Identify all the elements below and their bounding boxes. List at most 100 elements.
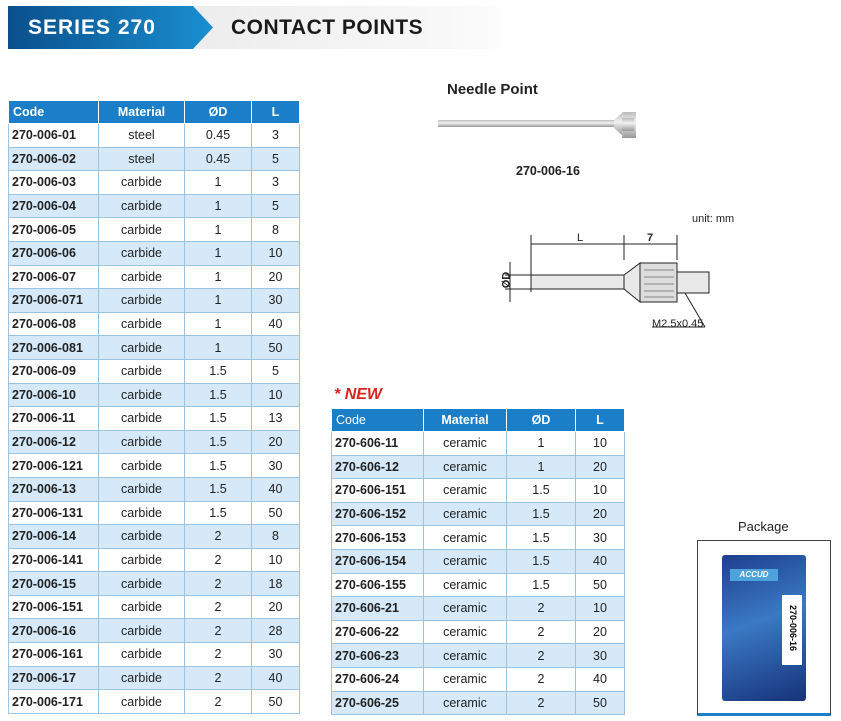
- code-cell: 270-006-141: [8, 547, 99, 573]
- diameter-cell: 2: [506, 643, 576, 668]
- diameter-cell: 2: [184, 547, 252, 573]
- diameter-cell: 1: [184, 217, 252, 242]
- length-cell: 50: [575, 572, 625, 598]
- diameter-cell: 1.5: [184, 500, 252, 526]
- diameter-cell: 1.5: [184, 382, 252, 408]
- unit-label: unit: mm: [692, 213, 735, 225]
- material-cell: carbide: [98, 547, 185, 573]
- code-cell: 270-006-08: [8, 311, 99, 337]
- new-badge: * NEW: [334, 386, 382, 404]
- table-row: 270-006-10 carbide 1.5 10: [8, 382, 300, 408]
- table-row: 270-006-13 carbide 1.5 40: [8, 476, 300, 502]
- brand-logo: ACCUD: [730, 569, 778, 581]
- material-cell: carbide: [98, 288, 185, 313]
- length-cell: 10: [575, 596, 625, 621]
- code-cell: 270-006-11: [8, 406, 99, 431]
- material-cell: steel: [98, 146, 185, 172]
- diameter-cell: 1.5: [184, 476, 252, 502]
- code-cell: 270-006-151: [8, 594, 99, 620]
- table-row: 270-006-11 carbide 1.5 13: [8, 406, 300, 431]
- table-row: 270-606-21 ceramic 2 10: [331, 596, 625, 621]
- material-cell: carbide: [98, 500, 185, 526]
- code-cell: 270-006-121: [8, 453, 99, 478]
- diameter-cell: 1.5: [184, 453, 252, 478]
- table-row: 270-006-02 steel 0.45 5: [8, 146, 300, 172]
- length-cell: 5: [251, 358, 300, 384]
- diameter-cell: 2: [506, 619, 576, 645]
- material-cell: carbide: [98, 571, 185, 596]
- material-cell: ceramic: [423, 572, 507, 598]
- table-row: 270-006-12 carbide 1.5 20: [8, 429, 300, 455]
- length-cell: 10: [251, 240, 300, 266]
- length-cell: 3: [251, 170, 300, 195]
- material-cell: ceramic: [423, 690, 507, 716]
- material-cell: carbide: [98, 689, 185, 714]
- material-cell: carbide: [98, 429, 185, 455]
- code-cell: 270-606-12: [331, 454, 424, 480]
- code-cell: 270-006-04: [8, 193, 99, 219]
- diameter-cell: 1.5: [506, 478, 576, 503]
- code-cell: 270-606-23: [331, 643, 424, 668]
- table-row: 270-006-081 carbide 1 50: [8, 335, 300, 360]
- table-row: 270-606-22 ceramic 2 20: [331, 619, 625, 645]
- material-cell: carbide: [98, 665, 185, 691]
- length-cell: 40: [251, 665, 300, 691]
- code-cell: 270-006-17: [8, 665, 99, 691]
- code-cell: 270-006-06: [8, 240, 99, 266]
- material-cell: carbide: [98, 594, 185, 620]
- code-cell: 270-606-155: [331, 572, 424, 598]
- length-cell: 40: [575, 548, 625, 574]
- diameter-cell: 2: [184, 594, 252, 620]
- material-cell: ceramic: [423, 666, 507, 692]
- table-row: 270-606-23 ceramic 2 30: [331, 643, 625, 668]
- table-row: 270-606-151 ceramic 1.5 10: [331, 478, 625, 503]
- material-cell: carbide: [98, 358, 185, 384]
- table-row: 270-606-154 ceramic 1.5 40: [331, 548, 625, 574]
- table-row: 270-006-17 carbide 2 40: [8, 665, 300, 691]
- table-row: 270-006-131 carbide 1.5 50: [8, 500, 300, 526]
- diameter-cell: 1.5: [506, 525, 576, 550]
- diameter-cell: 1.5: [184, 406, 252, 431]
- diameter-cell: 0.45: [184, 123, 252, 148]
- table-row: 270-606-25 ceramic 2 50: [331, 690, 625, 716]
- diameter-cell: 1: [184, 264, 252, 290]
- star-icon: *: [334, 386, 341, 403]
- material-cell: carbide: [98, 524, 185, 549]
- table-row: 270-606-152 ceramic 1.5 20: [331, 501, 625, 527]
- package-title: Package: [738, 519, 789, 534]
- diameter-cell: 1: [184, 288, 252, 313]
- diameter-cell: 1.5: [184, 358, 252, 384]
- diameter-cell: 1.5: [506, 572, 576, 598]
- new-label: NEW: [344, 386, 383, 403]
- length-cell: 50: [251, 689, 300, 714]
- table-row: 270-006-121 carbide 1.5 30: [8, 453, 300, 478]
- code-cell: 270-606-25: [331, 690, 424, 716]
- material-cell: carbide: [98, 382, 185, 408]
- col-code: Code: [8, 100, 99, 124]
- table-row: 270-606-12 ceramic 1 20: [331, 454, 625, 480]
- table-row: 270-006-07 carbide 1 20: [8, 264, 300, 290]
- length-cell: 20: [251, 429, 300, 455]
- table-row: 270-606-153 ceramic 1.5 30: [331, 525, 625, 550]
- dim-head: 7: [647, 232, 654, 244]
- length-cell: 20: [575, 501, 625, 527]
- diameter-cell: 1: [184, 170, 252, 195]
- dim-length: L: [577, 232, 584, 244]
- code-cell: 270-006-13: [8, 476, 99, 502]
- diameter-cell: 1: [184, 193, 252, 219]
- length-cell: 30: [251, 288, 300, 313]
- material-cell: ceramic: [423, 501, 507, 527]
- col-length: L: [575, 408, 625, 432]
- page-title: CONTACT POINTS: [231, 16, 424, 39]
- table-row: 270-006-06 carbide 1 10: [8, 240, 300, 266]
- code-cell: 270-006-16: [8, 618, 99, 644]
- table-row: 270-006-08 carbide 1 40: [8, 311, 300, 337]
- code-cell: 270-006-14: [8, 524, 99, 549]
- col-material: Material: [423, 408, 507, 432]
- material-cell: carbide: [98, 406, 185, 431]
- material-cell: ceramic: [423, 478, 507, 503]
- table-row: 270-006-171 carbide 2 50: [8, 689, 300, 714]
- code-cell: 270-006-03: [8, 170, 99, 195]
- material-cell: carbide: [98, 476, 185, 502]
- length-cell: 20: [575, 619, 625, 645]
